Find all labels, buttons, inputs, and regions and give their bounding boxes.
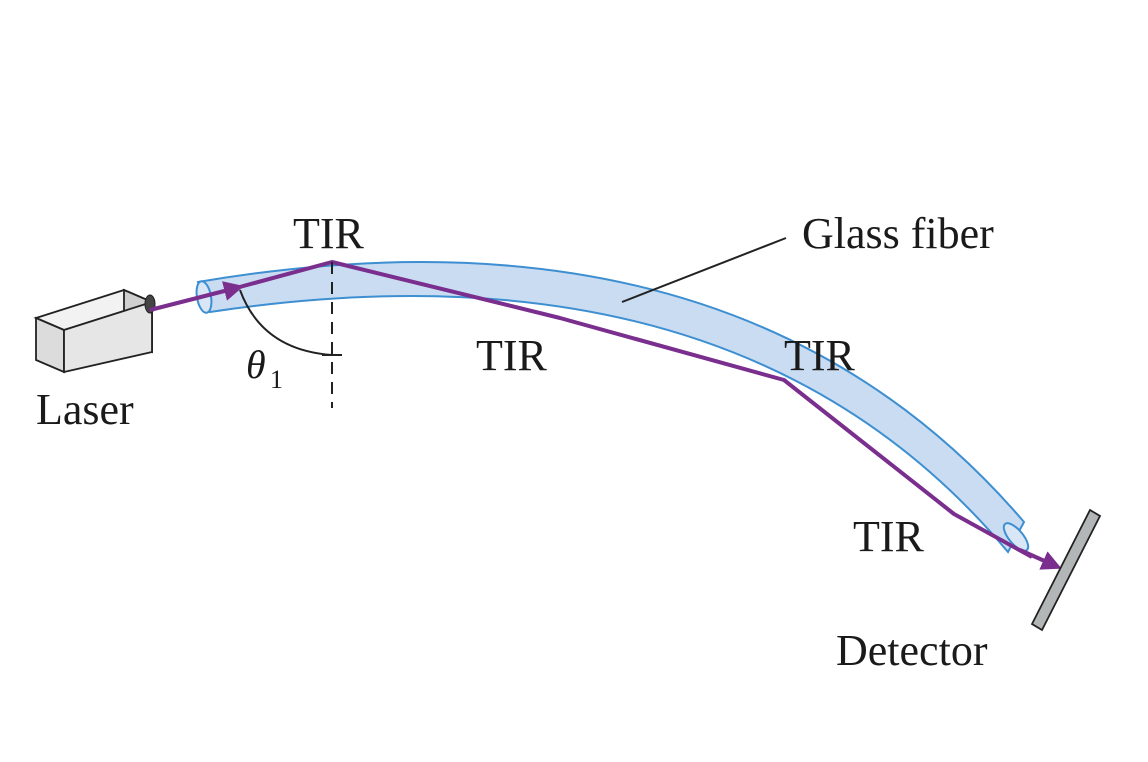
tir-label-1: TIR — [293, 209, 365, 258]
exit-ray-arrow — [1019, 548, 1062, 570]
angle-arc — [239, 289, 333, 356]
glass-fiber-leader — [621, 237, 787, 303]
glass-fiber — [196, 261, 1026, 554]
tir-label-4: TIR — [853, 512, 925, 561]
angle-theta-symbol: θ — [246, 342, 266, 387]
detector-plate — [1030, 508, 1102, 632]
tir-label-2: TIR — [476, 331, 548, 380]
laser-label: Laser — [36, 385, 134, 434]
light-ray-path — [235, 260, 1033, 559]
laser-device — [33, 288, 156, 374]
angle-theta-subscript: 1 — [270, 365, 283, 394]
glass-fiber-label: Glass fiber — [802, 209, 994, 258]
fiber-exit-face — [1002, 522, 1030, 552]
detector-label: Detector — [836, 626, 988, 675]
tir-label-3: TIR — [784, 331, 856, 380]
laser-beam — [149, 281, 244, 312]
